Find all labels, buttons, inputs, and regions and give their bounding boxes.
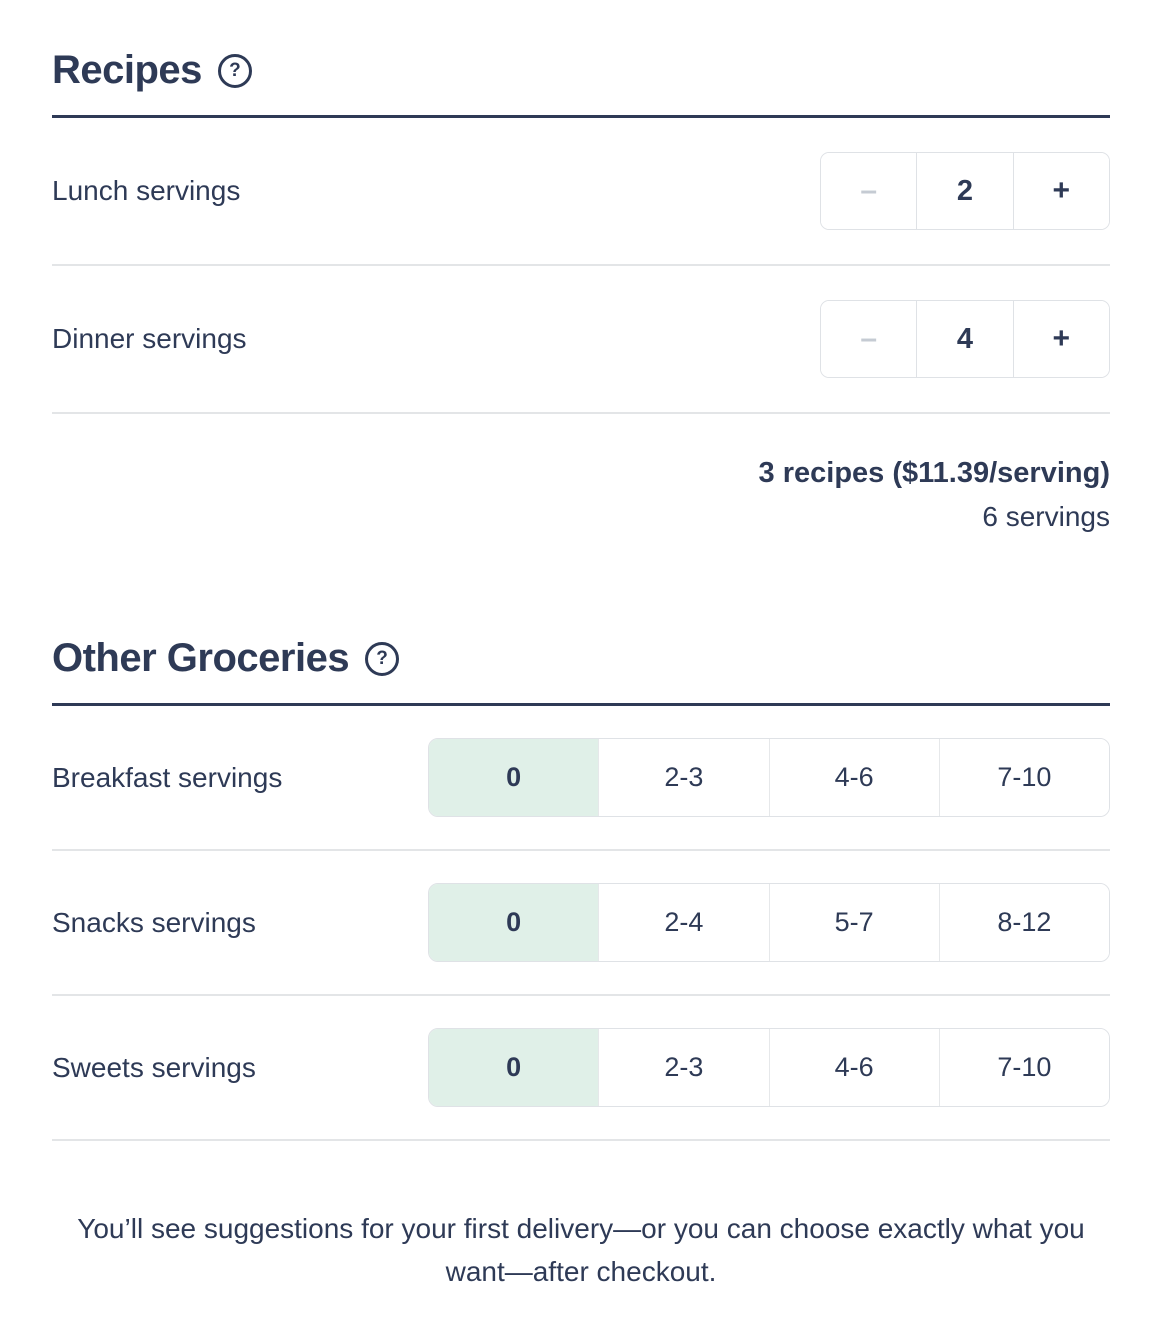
breakfast-option-3[interactable]: 7-10 (938, 739, 1109, 816)
recipes-price-summary: 3 recipes ($11.39/serving) (758, 457, 1110, 489)
row-lunch-servings: Lunch servings – 2 + (52, 118, 1110, 266)
other-groceries-help-icon[interactable]: ? (365, 641, 400, 676)
recipes-section-rule (52, 115, 1110, 118)
recipes-section: Recipes ? Lunch servings – 2 + Dinner se… (52, 48, 1110, 538)
breakfast-option-0[interactable]: 0 (429, 739, 599, 816)
recipes-summary: 3 recipes ($11.39/serving) 6 servings (52, 414, 1110, 538)
sweets-option-2[interactable]: 4-6 (768, 1029, 939, 1106)
sweets-servings-label: Sweets servings (52, 1051, 256, 1083)
snacks-option-1[interactable]: 2-4 (598, 884, 769, 961)
dinner-servings-label: Dinner servings (52, 323, 247, 354)
lunch-decrement-button[interactable]: – (821, 153, 917, 229)
other-groceries-section-heading: Other Groceries ? (52, 636, 1110, 681)
lunch-servings-value: 2 (916, 153, 1013, 229)
sweets-servings-segmented-control: 0 2-3 4-6 7-10 (428, 1028, 1110, 1107)
row-dinner-servings: Dinner servings – 4 + (52, 266, 1110, 414)
breakfast-option-1[interactable]: 2-3 (598, 739, 769, 816)
row-sweets-servings: Sweets servings 0 2-3 4-6 7-10 (52, 996, 1110, 1141)
sweets-option-0[interactable]: 0 (429, 1029, 599, 1106)
lunch-increment-button[interactable]: + (1012, 153, 1109, 229)
breakfast-servings-segmented-control: 0 2-3 4-6 7-10 (428, 738, 1110, 817)
checkout-suggestions-note: You’ll see suggestions for your first de… (77, 1213, 1085, 1287)
snacks-option-2[interactable]: 5-7 (768, 884, 939, 961)
snacks-option-3[interactable]: 8-12 (938, 884, 1109, 961)
row-breakfast-servings: Breakfast servings 0 2-3 4-6 7-10 (52, 706, 1110, 851)
dinner-servings-stepper: – 4 + (820, 300, 1110, 378)
sweets-option-1[interactable]: 2-3 (598, 1029, 769, 1106)
sweets-option-3[interactable]: 7-10 (938, 1029, 1109, 1106)
dinner-decrement-button[interactable]: – (821, 301, 917, 377)
recipes-servings-summary: 6 servings (982, 501, 1110, 532)
recipes-section-title: Recipes (52, 48, 202, 92)
snacks-servings-label: Snacks servings (52, 906, 256, 938)
other-groceries-section: Other Groceries ? Breakfast servings 0 2… (52, 636, 1110, 1141)
breakfast-option-2[interactable]: 4-6 (768, 739, 939, 816)
recipes-section-heading: Recipes ? (52, 48, 1110, 93)
snacks-servings-segmented-control: 0 2-4 5-7 8-12 (428, 883, 1110, 962)
dinner-servings-value: 4 (916, 301, 1013, 377)
row-snacks-servings: Snacks servings 0 2-4 5-7 8-12 (52, 851, 1110, 996)
other-groceries-section-rule (52, 703, 1110, 706)
lunch-servings-stepper: – 2 + (820, 152, 1110, 230)
recipes-help-icon[interactable]: ? (217, 53, 252, 88)
breakfast-servings-label: Breakfast servings (52, 761, 283, 793)
snacks-option-0[interactable]: 0 (429, 884, 599, 961)
dinner-increment-button[interactable]: + (1012, 301, 1109, 377)
meal-plan-settings-page: Recipes ? Lunch servings – 2 + Dinner se… (52, 48, 1110, 1318)
other-groceries-section-title: Other Groceries (52, 636, 350, 680)
lunch-servings-label: Lunch servings (52, 175, 241, 206)
